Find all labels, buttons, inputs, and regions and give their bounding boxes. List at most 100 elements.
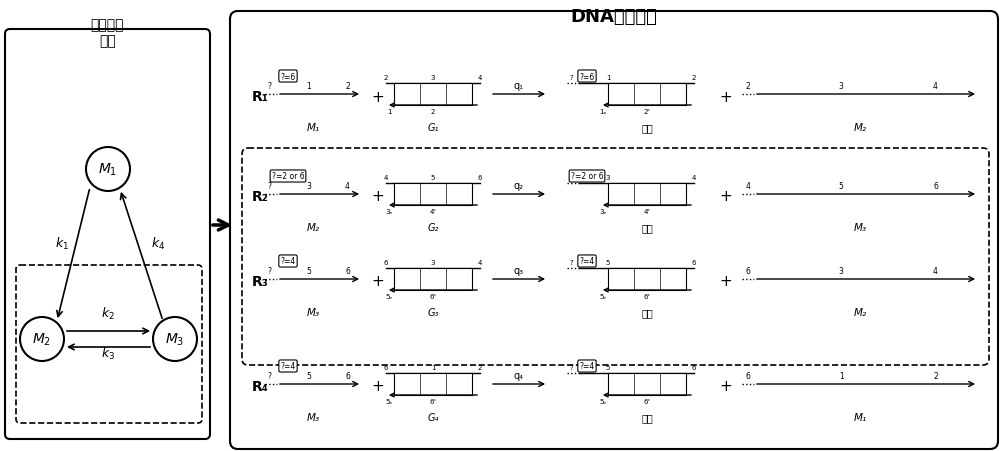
Text: M₃: M₃ — [853, 222, 867, 232]
Text: G₃: G₃ — [427, 307, 439, 318]
Text: 5: 5 — [839, 182, 844, 191]
Text: 1ₑ: 1ₑ — [599, 109, 607, 115]
Text: 杂质: 杂质 — [641, 412, 653, 422]
FancyBboxPatch shape — [230, 12, 998, 449]
Circle shape — [20, 318, 64, 361]
Text: G₄: G₄ — [427, 412, 439, 422]
Text: +: + — [372, 189, 384, 204]
Bar — [608, 373, 686, 395]
Circle shape — [86, 147, 130, 192]
Text: R₂: R₂ — [252, 189, 269, 203]
Text: 4: 4 — [478, 259, 482, 265]
Text: $k_2$: $k_2$ — [101, 305, 115, 322]
Text: M₃: M₃ — [307, 412, 320, 422]
Text: 6: 6 — [384, 364, 388, 370]
Text: +: + — [720, 89, 732, 104]
Text: 形式反应
网络: 形式反应 网络 — [91, 18, 124, 48]
Text: 5: 5 — [306, 371, 311, 380]
Text: 4: 4 — [746, 182, 750, 191]
Text: ?=2 or 6: ?=2 or 6 — [272, 172, 304, 181]
Text: q₃: q₃ — [514, 265, 524, 276]
Text: ?=2 or 6: ?=2 or 6 — [571, 172, 603, 181]
Text: ?=6: ?=6 — [280, 72, 296, 81]
Text: 5ₑ: 5ₑ — [599, 293, 607, 299]
Text: +: + — [372, 89, 384, 104]
Text: ?: ? — [267, 182, 271, 191]
Text: 6ᶜ: 6ᶜ — [429, 398, 437, 404]
Text: 3: 3 — [431, 75, 435, 81]
Text: 4: 4 — [933, 267, 938, 276]
Text: +: + — [720, 274, 732, 289]
Bar — [394, 268, 472, 290]
Text: 1: 1 — [387, 109, 391, 115]
Text: 4: 4 — [345, 182, 350, 191]
Text: 2ᶜ: 2ᶜ — [644, 109, 650, 115]
Text: M₂: M₂ — [853, 123, 867, 133]
Text: 6: 6 — [478, 175, 482, 180]
Text: 5: 5 — [606, 259, 610, 265]
Text: q₂: q₂ — [514, 180, 524, 191]
Text: 3: 3 — [839, 267, 844, 276]
Text: 3ₑ: 3ₑ — [599, 208, 607, 215]
Text: 4: 4 — [933, 82, 938, 91]
Text: ?: ? — [267, 267, 271, 276]
Text: 6ᶜ: 6ᶜ — [429, 293, 437, 299]
Text: 杂质: 杂质 — [641, 307, 653, 318]
Text: 3ₑ: 3ₑ — [385, 208, 393, 215]
Text: ?: ? — [569, 364, 573, 370]
Text: 4ᶜ: 4ᶜ — [644, 208, 650, 215]
Text: ?: ? — [267, 371, 271, 380]
Text: +: + — [372, 274, 384, 289]
Text: 5: 5 — [606, 364, 610, 370]
Text: 3: 3 — [606, 175, 610, 180]
Text: 2: 2 — [431, 109, 435, 115]
Text: 5ₑ: 5ₑ — [385, 398, 393, 404]
Text: ?=4: ?=4 — [280, 362, 296, 371]
Text: DNA映射结果: DNA映射结果 — [571, 8, 657, 26]
Text: 4: 4 — [478, 75, 482, 81]
Text: $M_2$: $M_2$ — [32, 331, 52, 347]
Text: 2: 2 — [692, 75, 696, 81]
Text: $k_3$: $k_3$ — [101, 345, 115, 361]
Text: 杂质: 杂质 — [641, 222, 653, 232]
Text: 1: 1 — [306, 82, 311, 91]
Text: 3: 3 — [306, 182, 311, 191]
Text: 5ₑ: 5ₑ — [385, 293, 393, 299]
Text: M₂: M₂ — [853, 307, 867, 318]
Text: q₄: q₄ — [514, 370, 524, 380]
FancyBboxPatch shape — [242, 149, 989, 365]
Text: 6: 6 — [746, 267, 750, 276]
Text: 6: 6 — [692, 259, 696, 265]
Text: 4: 4 — [692, 175, 696, 180]
Text: +: + — [720, 189, 732, 204]
Text: +: + — [372, 379, 384, 394]
Text: q₁: q₁ — [514, 81, 524, 91]
Bar — [394, 373, 472, 395]
Text: 1: 1 — [839, 371, 843, 380]
Text: 6: 6 — [933, 182, 938, 191]
Text: 6: 6 — [345, 267, 350, 276]
Bar — [608, 184, 686, 206]
Bar — [608, 268, 686, 290]
Text: 1: 1 — [431, 364, 435, 370]
Text: 5ₑ: 5ₑ — [599, 398, 607, 404]
Text: +: + — [720, 379, 732, 394]
Text: ?=6: ?=6 — [579, 72, 595, 81]
FancyBboxPatch shape — [5, 30, 210, 439]
Text: $k_4$: $k_4$ — [151, 235, 165, 252]
Text: 1: 1 — [606, 75, 610, 81]
Text: $k_1$: $k_1$ — [55, 235, 69, 252]
Text: 2: 2 — [478, 364, 482, 370]
Text: M₁: M₁ — [853, 412, 867, 422]
Text: 5: 5 — [306, 267, 311, 276]
Text: 3: 3 — [839, 82, 844, 91]
Text: 4ᶜ: 4ᶜ — [430, 208, 436, 215]
Bar — [394, 184, 472, 206]
Text: ?=4: ?=4 — [579, 362, 595, 371]
Text: 5: 5 — [431, 175, 435, 180]
Text: 4: 4 — [384, 175, 388, 180]
Text: R₁: R₁ — [252, 90, 269, 104]
Text: ?: ? — [569, 259, 573, 265]
Text: M₁: M₁ — [307, 123, 320, 133]
Text: ?=4: ?=4 — [579, 257, 595, 266]
